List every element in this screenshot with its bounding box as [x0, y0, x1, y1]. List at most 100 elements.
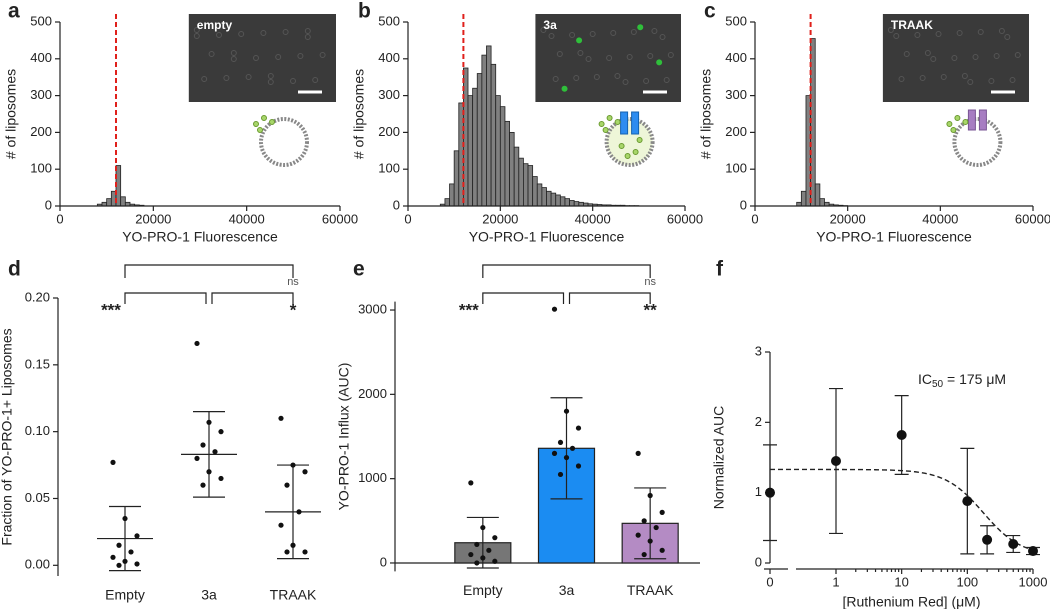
category-label: TRAAK [627, 582, 674, 598]
inset-signal [576, 37, 583, 44]
point [206, 419, 212, 425]
panel-label: f [716, 258, 724, 281]
point [218, 429, 224, 435]
inset-speck [290, 78, 296, 84]
bar [490, 63, 497, 207]
inset-speck [593, 74, 600, 80]
bar [106, 198, 112, 207]
y-tick-label: 0 [755, 554, 762, 569]
inset-speck [312, 77, 319, 83]
significance: ns [287, 276, 299, 288]
point [563, 454, 570, 461]
inset-image [535, 14, 681, 102]
inset-speck [267, 73, 274, 79]
dye [624, 153, 631, 159]
point [659, 547, 665, 553]
bracket [124, 264, 294, 278]
point [480, 524, 486, 531]
bar [564, 198, 570, 207]
inset-speck [626, 54, 633, 60]
channel [967, 109, 987, 131]
inset-speck [961, 73, 968, 79]
inset-speck [230, 56, 237, 62]
inset-speck [223, 75, 230, 81]
point [200, 442, 206, 448]
liposome [259, 117, 309, 167]
x-tick-label: 10 [894, 574, 908, 589]
category-label: Empty [463, 582, 503, 598]
panel-label: d [8, 258, 21, 281]
point [831, 456, 841, 467]
inset-speck [193, 27, 200, 33]
point [290, 542, 296, 548]
inset-signal [561, 85, 568, 92]
bar [527, 165, 534, 207]
dye [606, 115, 613, 121]
point [206, 469, 212, 475]
bar [481, 54, 487, 207]
bar [559, 196, 566, 207]
y-tick-label: 100 [378, 161, 400, 176]
bar [513, 146, 520, 207]
point [1008, 539, 1019, 550]
y-tick-label: 300 [725, 87, 747, 102]
point [659, 509, 665, 515]
y-tick-label: 200 [725, 124, 747, 139]
dye [602, 127, 609, 133]
bar [555, 194, 561, 207]
point [122, 515, 128, 522]
liposome [952, 117, 1003, 167]
y-tick-label: 2 [755, 414, 762, 429]
y-tick-label: 400 [30, 50, 52, 65]
y-tick-label: 3000 [358, 301, 387, 316]
y-tick-label: 500 [378, 13, 400, 28]
inset-speck [663, 77, 670, 83]
point [641, 551, 647, 558]
bar [569, 200, 575, 207]
dye [962, 119, 969, 125]
bar [550, 192, 557, 207]
x-tick-label: 60000 [322, 211, 358, 226]
point [1028, 546, 1038, 557]
panel-label: b [358, 0, 371, 23]
bar [495, 95, 501, 207]
inset-speck [993, 53, 1000, 59]
bar [518, 157, 524, 207]
bar [486, 45, 492, 207]
bar [800, 190, 807, 207]
point [194, 340, 200, 347]
inset-speck [924, 50, 931, 56]
point [302, 549, 308, 555]
y-tick-label: 0 [45, 197, 52, 212]
point [653, 524, 659, 531]
y-tick-label: 0.15 [25, 356, 50, 371]
point [134, 561, 140, 567]
point [468, 480, 474, 486]
point [134, 533, 140, 539]
x-axis-label: YO-PRO-1 Fluorescence [469, 229, 625, 245]
bar [120, 196, 126, 207]
x-tick-label: 100 [956, 574, 978, 589]
annotation-part: 50 [932, 379, 944, 390]
point [212, 449, 218, 455]
bracket [482, 292, 651, 304]
point [635, 450, 641, 456]
bar [546, 190, 552, 207]
y-tick-label: 500 [30, 13, 52, 28]
inset-speck [610, 30, 617, 36]
panel-label: a [8, 0, 20, 23]
significance: *** [459, 300, 479, 319]
inset-speck [573, 75, 580, 81]
bar [476, 73, 483, 207]
bar [453, 150, 460, 207]
point [218, 475, 224, 482]
inset-speck [556, 51, 563, 57]
point [110, 554, 116, 560]
significance: * [290, 300, 297, 319]
x-axis-label: YO-PRO-1 Fluorescence [122, 229, 278, 245]
dye [950, 127, 957, 133]
y-tick-label: 0.05 [25, 490, 50, 505]
inset-speck [569, 32, 576, 38]
category-label: 3a [201, 587, 217, 603]
x-tick-label: 0 [751, 211, 758, 226]
